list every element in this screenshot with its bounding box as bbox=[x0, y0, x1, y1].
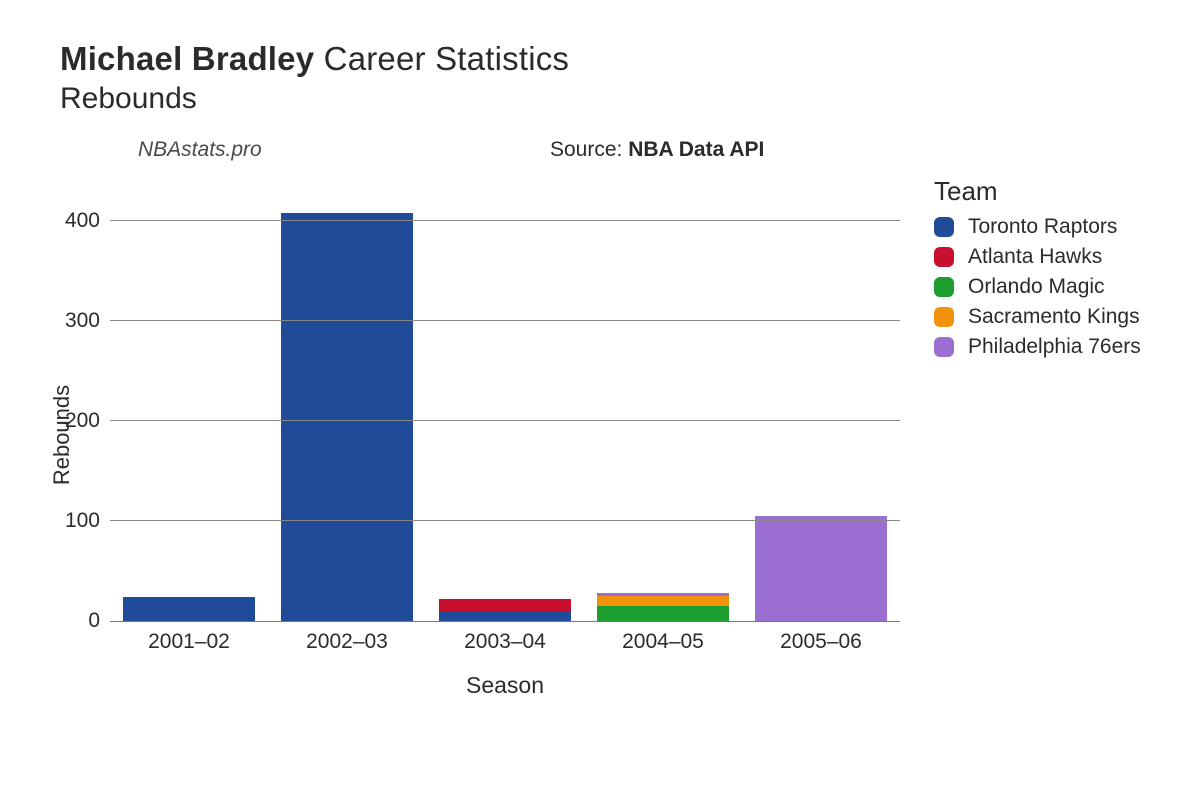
bars-layer bbox=[110, 170, 900, 621]
x-tick-label: 2005–06 bbox=[742, 630, 900, 654]
legend-swatch bbox=[934, 307, 954, 327]
bar-segment bbox=[123, 597, 256, 621]
x-tick-label: 2003–04 bbox=[426, 630, 584, 654]
bar-stack bbox=[123, 597, 256, 621]
title-suffix: Career Statistics bbox=[324, 40, 569, 77]
chart-title: Michael Bradley Career Statistics bbox=[60, 40, 1170, 78]
legend-swatch bbox=[934, 277, 954, 297]
x-axis-label: Season bbox=[110, 672, 900, 699]
source-attribution: Source: NBA Data API bbox=[550, 138, 764, 162]
x-tick-label: 2002–03 bbox=[268, 630, 426, 654]
bar-slot bbox=[584, 170, 742, 621]
legend-label: Atlanta Hawks bbox=[968, 245, 1102, 269]
chart-shell: Rebounds 0100200300400 2001–022002–03200… bbox=[60, 170, 900, 699]
legend-item: Toronto Raptors bbox=[934, 215, 1141, 239]
plot-area: 0100200300400 bbox=[110, 170, 900, 622]
bar-slot bbox=[268, 170, 426, 621]
source-prefix: Source: bbox=[550, 138, 628, 161]
player-name: Michael Bradley bbox=[60, 40, 314, 77]
legend-label: Sacramento Kings bbox=[968, 305, 1140, 329]
bar-stack bbox=[439, 599, 572, 621]
legend-label: Orlando Magic bbox=[968, 275, 1105, 299]
chart-container: Michael Bradley Career Statistics Reboun… bbox=[0, 0, 1200, 800]
x-tick-label: 2004–05 bbox=[584, 630, 742, 654]
bar-segment bbox=[597, 596, 730, 606]
x-ticks: 2001–022002–032003–042004–052005–06 bbox=[110, 630, 900, 654]
grid-line bbox=[110, 220, 900, 221]
x-tick-label: 2001–02 bbox=[110, 630, 268, 654]
bar-stack bbox=[281, 213, 414, 621]
legend-item: Orlando Magic bbox=[934, 275, 1141, 299]
source-name: NBA Data API bbox=[628, 138, 764, 161]
y-tick-label: 0 bbox=[88, 609, 110, 633]
y-tick-label: 400 bbox=[65, 209, 110, 233]
bar-segment bbox=[755, 516, 888, 621]
bar-stack bbox=[755, 516, 888, 621]
legend: Team Toronto Raptors Atlanta Hawks Orlando… bbox=[934, 176, 1141, 365]
legend-title: Team bbox=[934, 176, 1141, 207]
legend-label: Toronto Raptors bbox=[968, 215, 1117, 239]
y-tick-label: 300 bbox=[65, 309, 110, 333]
bar-segment bbox=[439, 611, 572, 621]
chart-row: Rebounds 0100200300400 2001–022002–03200… bbox=[60, 170, 1170, 699]
legend-item: Atlanta Hawks bbox=[934, 245, 1141, 269]
grid-line bbox=[110, 420, 900, 421]
legend-item: Philadelphia 76ers bbox=[934, 335, 1141, 359]
grid-line bbox=[110, 320, 900, 321]
legend-swatch bbox=[934, 217, 954, 237]
legend-label: Philadelphia 76ers bbox=[968, 335, 1141, 359]
bar-segment bbox=[597, 606, 730, 621]
legend-items: Toronto Raptors Atlanta Hawks Orlando Magi… bbox=[934, 215, 1141, 359]
bar-stack bbox=[597, 593, 730, 621]
grid-line bbox=[110, 520, 900, 521]
bar-slot bbox=[742, 170, 900, 621]
bar-slot bbox=[426, 170, 584, 621]
chart-subtitle: Rebounds bbox=[60, 82, 1170, 116]
brand-watermark: NBAstats.pro bbox=[138, 138, 262, 162]
legend-swatch bbox=[934, 337, 954, 357]
bar-segment bbox=[281, 213, 414, 621]
bar-slot bbox=[110, 170, 268, 621]
y-tick-label: 100 bbox=[65, 509, 110, 533]
y-tick-label: 200 bbox=[65, 409, 110, 433]
y-axis-label: Rebounds bbox=[49, 384, 75, 484]
bar-segment bbox=[439, 599, 572, 611]
legend-item: Sacramento Kings bbox=[934, 305, 1141, 329]
title-block: Michael Bradley Career Statistics Reboun… bbox=[60, 40, 1170, 116]
legend-swatch bbox=[934, 247, 954, 267]
meta-row: NBAstats.pro Source: NBA Data API bbox=[60, 138, 1170, 164]
